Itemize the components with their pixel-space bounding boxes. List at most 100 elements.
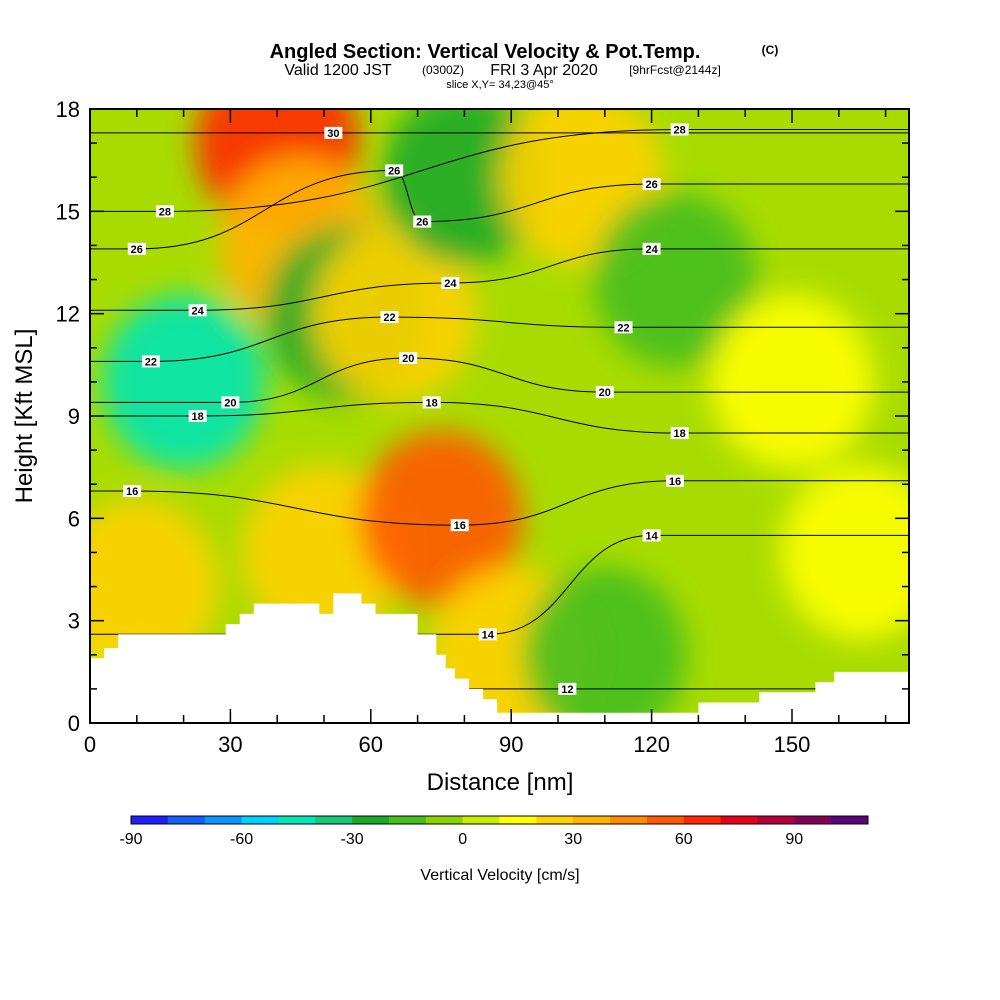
- svg-text:16: 16: [126, 486, 138, 498]
- y-tick-label: 12: [56, 302, 80, 327]
- colorbar-swatch: [683, 816, 722, 824]
- velocity-cell: [359, 430, 523, 607]
- x-tick-label: 60: [359, 732, 383, 757]
- y-tick-label: 18: [56, 97, 80, 122]
- contour-label: 14: [478, 628, 497, 641]
- colorbar-swatch: [204, 816, 243, 824]
- contour-label: 24: [188, 304, 207, 317]
- colorbar-swatch: [794, 816, 832, 824]
- subtitle-utc: (0300Z): [422, 63, 464, 77]
- contour-label: 20: [595, 386, 614, 399]
- colorbar-tick-label: -30: [341, 831, 364, 848]
- colorbar-swatch: [425, 816, 464, 824]
- x-tick-label: 0: [84, 732, 96, 757]
- isentrope-16: [90, 480, 909, 526]
- colorbar-swatch: [757, 816, 795, 824]
- svg-text:18: 18: [192, 411, 204, 423]
- colorbar-swatch: [720, 816, 758, 824]
- colorbar-swatch: [278, 816, 316, 824]
- svg-text:18: 18: [426, 397, 438, 409]
- colorbar-swatch: [131, 816, 169, 824]
- colorbar: [130, 815, 869, 825]
- colorbar-swatch: [462, 816, 500, 824]
- colorbar-swatch: [573, 816, 611, 824]
- contour-label: 24: [441, 276, 460, 290]
- x-tick-label: 30: [218, 732, 242, 757]
- svg-text:14: 14: [645, 530, 658, 542]
- contour-label: 14: [642, 529, 661, 542]
- chart-title: Angled Section: Vertical Velocity & Pot.…: [270, 41, 701, 63]
- subtitle-valid: Valid 1200 JST: [284, 62, 392, 79]
- contour-label: 18: [670, 427, 689, 440]
- plot-area: 30 28 28 26 26 26 26 24 24 24 22 22 22 20 20 20 18 18 18 16…: [90, 109, 909, 723]
- svg-text:26: 26: [416, 217, 428, 229]
- contour-label: 22: [380, 311, 399, 324]
- velocity-cell: [780, 464, 909, 641]
- isentrope-20: [90, 357, 909, 403]
- contour-label: 16: [450, 519, 469, 532]
- colorbar-swatch: [241, 816, 279, 824]
- y-axis: 0 3 6 9 12 15 18: [56, 97, 909, 736]
- title-mark: (C): [762, 43, 779, 57]
- y-tick-label: 6: [68, 506, 80, 531]
- contour-label: 28: [155, 205, 174, 218]
- subtitle-forecast: [9hrFcst@2144z]: [629, 63, 721, 77]
- y-tick-label: 3: [68, 609, 80, 634]
- colorbar-swatch: [315, 816, 353, 824]
- velocity-cell: [101, 294, 266, 470]
- svg-text:20: 20: [402, 353, 414, 365]
- svg-text:26: 26: [388, 165, 400, 177]
- terrain: [90, 593, 909, 723]
- svg-text:12: 12: [561, 684, 573, 696]
- contour-label: 26: [385, 164, 404, 177]
- svg-text:22: 22: [383, 312, 395, 324]
- y-tick-label: 0: [68, 711, 80, 736]
- colorbar-swatch: [536, 816, 574, 824]
- y-tick-label: 15: [56, 199, 80, 224]
- colorbar-ticks: -90 -60 -30 0 30 60 90: [119, 831, 803, 848]
- svg-text:22: 22: [145, 356, 157, 368]
- x-tick-label: 90: [499, 732, 523, 757]
- contour-labels: 30 28 28 26 26 26 26 24 24 24 22 22 22 20 20 20 18 18 18 16…: [123, 123, 689, 696]
- contour-label: 12: [558, 682, 577, 696]
- isentrope-18: [90, 401, 909, 434]
- svg-text:22: 22: [617, 322, 629, 334]
- svg-text:28: 28: [674, 124, 686, 136]
- contour-label: 30: [324, 126, 343, 140]
- slice-label: slice X,Y= 34,23@45°: [446, 79, 554, 91]
- svg-text:16: 16: [669, 476, 681, 488]
- y-tick-label: 9: [68, 404, 80, 429]
- svg-text:26: 26: [131, 244, 143, 256]
- colorbar-swatch: [831, 816, 869, 824]
- colorbar-tick-label: 30: [564, 831, 582, 848]
- svg-text:24: 24: [192, 305, 205, 317]
- velocity-cell: [710, 294, 874, 470]
- contour-label: 22: [614, 321, 633, 334]
- colorbar-swatch: [610, 816, 648, 824]
- contour-label: 24: [642, 242, 661, 256]
- svg-text:30: 30: [327, 128, 339, 140]
- contour-label: 26: [413, 215, 432, 229]
- contour-label: 22: [141, 355, 160, 368]
- contour-label: 28: [670, 123, 689, 136]
- x-axis-label: Distance [nm]: [427, 769, 574, 796]
- colorbar-swatch: [388, 816, 427, 824]
- svg-text:20: 20: [599, 387, 611, 399]
- contour-label: 18: [188, 410, 207, 423]
- svg-text:18: 18: [674, 428, 686, 440]
- colorbar-swatch: [646, 816, 685, 824]
- svg-text:14: 14: [482, 629, 495, 641]
- contour-label: 26: [127, 242, 146, 256]
- subtitle-date: FRI 3 Apr 2020: [490, 62, 598, 79]
- colorbar-tick-label: -60: [230, 831, 253, 848]
- svg-text:24: 24: [645, 244, 658, 256]
- colorbar-swatch: [499, 816, 537, 824]
- contour-label: 18: [422, 396, 441, 409]
- svg-text:20: 20: [224, 397, 236, 409]
- colorbar-tick-label: 0: [458, 831, 467, 848]
- velocity-cell: [593, 191, 757, 368]
- svg-text:28: 28: [159, 206, 171, 218]
- velocity-field: [90, 109, 909, 723]
- colorbar-tick-label: -90: [119, 831, 142, 848]
